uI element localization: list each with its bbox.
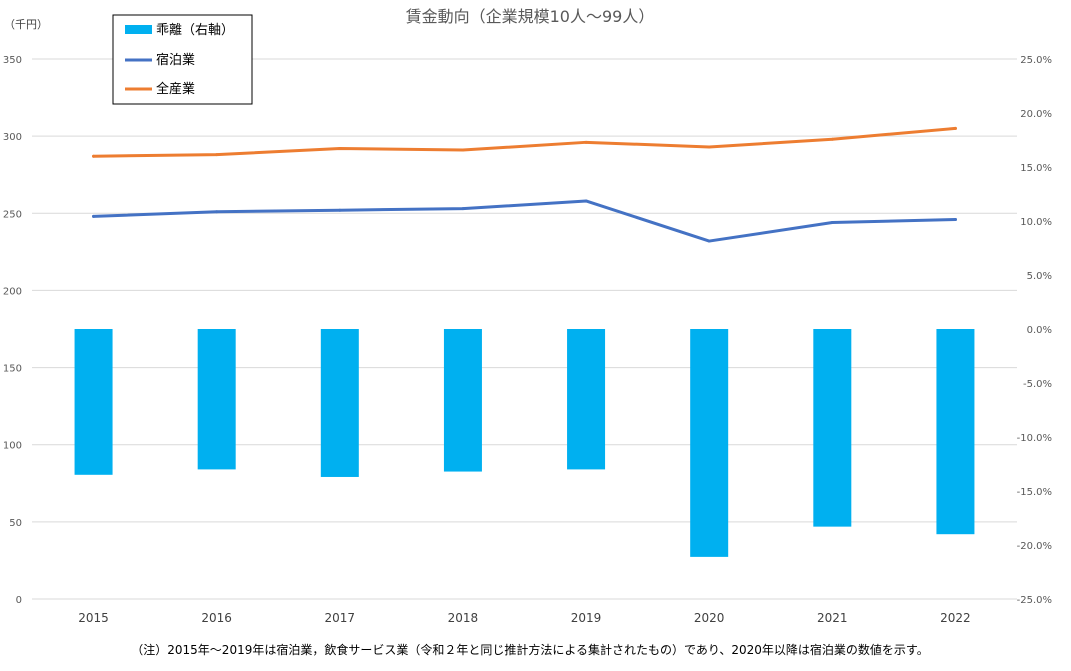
legend-label-lodging: 宿泊業: [156, 52, 195, 68]
x-axis: 2015 2016 2017 2018 2019 2020 2021 2022: [78, 611, 970, 625]
y-left-tick-label: 0: [16, 595, 22, 606]
y-right-tick-label: -10.0%: [1017, 433, 1052, 444]
y-right-tick-label: 15.0%: [1020, 163, 1052, 174]
bar-gap-2015: [74, 329, 113, 475]
y-left-tick-label: 150: [3, 364, 22, 375]
y-left-tick-label: 200: [3, 286, 22, 297]
right-axis: -25.0% -20.0% -15.0% -10.0% -5.0% 0.0% 5.0% 10.…: [1017, 55, 1052, 606]
chart-title: 賃金動向（企業規模10人～99人）: [406, 7, 655, 26]
footnote: （注）2015年～2019年は宿泊業，飲食サービス業（令和２年と同じ推計方法によ…: [131, 642, 928, 657]
line-series: [92, 126, 957, 243]
bar-gap-2016: [197, 329, 236, 470]
y-right-tick-label: -25.0%: [1017, 595, 1052, 606]
point-all-industries-2022: [953, 126, 957, 130]
x-tick-label: 2018: [448, 611, 479, 625]
legend-label-all-industries: 全産業: [156, 81, 195, 97]
bar-gap-2021: [813, 329, 852, 527]
point-all-industries-2018: [461, 148, 465, 152]
x-tick-label: 2017: [325, 611, 356, 625]
y-right-tick-label: 0.0%: [1027, 325, 1052, 336]
point-lodging-2020: [707, 239, 711, 243]
bar-gap-2017: [320, 329, 359, 477]
y-left-tick-label: 350: [3, 55, 22, 66]
point-lodging-2022: [953, 217, 957, 221]
y-right-tick-label: 20.0%: [1020, 109, 1052, 120]
y-right-tick-label: 5.0%: [1027, 271, 1052, 282]
point-all-industries-2019: [584, 140, 588, 144]
legend-label-gap: 乖離（右軸）: [156, 23, 234, 38]
grid-lines: [32, 58, 1017, 600]
bar-gap-2019: [567, 329, 606, 470]
y-left-tick-label: 300: [3, 132, 22, 143]
line-lodging: [92, 199, 957, 243]
y-right-tick-label: -15.0%: [1017, 487, 1052, 498]
x-tick-label: 2021: [817, 611, 848, 625]
y-right-tick-label: -5.0%: [1023, 379, 1052, 390]
point-all-industries-2015: [92, 154, 96, 158]
y-right-tick-label: -20.0%: [1017, 541, 1052, 552]
bar-series: [74, 329, 975, 557]
legend: 乖離（右軸） 宿泊業 全産業: [112, 14, 253, 105]
point-lodging-2016: [215, 210, 219, 214]
y-left-tick-label: 50: [9, 518, 22, 529]
point-lodging-2017: [338, 208, 342, 212]
x-tick-label: 2016: [201, 611, 232, 625]
point-lodging-2021: [830, 221, 834, 225]
bar-gap-2020: [690, 329, 729, 557]
y-left-tick-label: 100: [3, 441, 22, 452]
point-all-industries-2021: [830, 137, 834, 141]
point-lodging-2015: [92, 214, 96, 218]
bar-gap-2022: [936, 329, 975, 535]
y-right-tick-label: 25.0%: [1020, 55, 1052, 66]
point-all-industries-2016: [215, 153, 219, 157]
y-right-tick-label: 10.0%: [1020, 217, 1052, 228]
y-left-tick-label: 250: [3, 209, 22, 220]
point-all-industries-2017: [338, 146, 342, 150]
legend-swatch-gap: [125, 25, 152, 34]
x-tick-label: 2019: [571, 611, 602, 625]
left-axis-unit: （千円）: [4, 18, 48, 31]
x-tick-label: 2015: [78, 611, 109, 625]
x-tick-label: 2020: [694, 611, 725, 625]
bar-gap-2018: [443, 329, 482, 472]
x-tick-label: 2022: [940, 611, 971, 625]
point-all-industries-2020: [707, 145, 711, 149]
line-all-industries: [92, 126, 957, 158]
left-axis: 0 50 100 150 200 250 300 350: [3, 55, 22, 606]
point-lodging-2018: [461, 207, 465, 211]
point-lodging-2019: [584, 199, 588, 203]
